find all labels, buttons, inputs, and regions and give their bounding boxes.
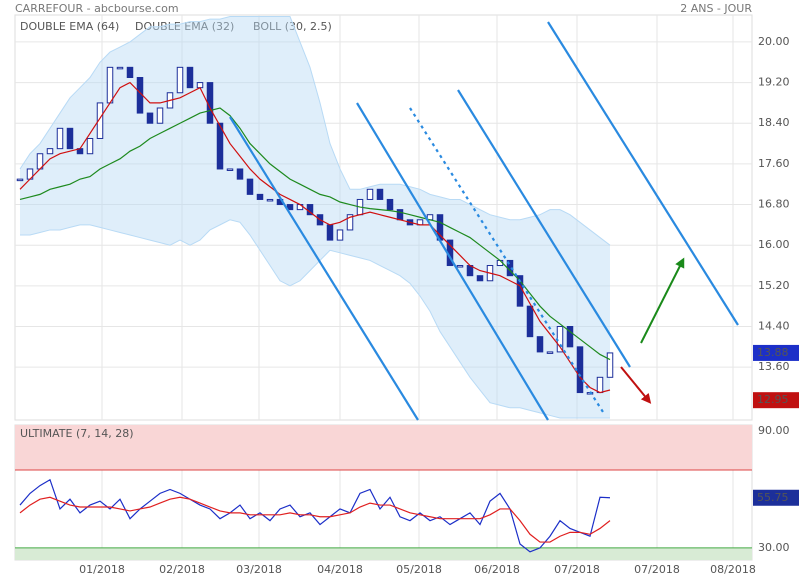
x-tick-label: 01/2018 xyxy=(79,563,125,576)
y-tick-label: 30.00 xyxy=(758,541,790,554)
candle xyxy=(256,193,264,200)
oversold-zone xyxy=(15,547,752,560)
ema-line xyxy=(19,81,611,394)
trend-line xyxy=(457,89,631,368)
trend-line xyxy=(547,21,739,326)
candle xyxy=(116,66,124,70)
candle xyxy=(216,122,224,170)
candle xyxy=(146,112,154,124)
candle xyxy=(156,107,164,124)
ema-line xyxy=(19,107,611,361)
boll-line xyxy=(20,219,610,419)
x-tick-label: 07/2018 xyxy=(634,563,680,576)
candle xyxy=(226,168,234,171)
candle xyxy=(566,325,574,348)
indicator-marker-label: 55.75 xyxy=(757,491,789,504)
y-tick-label: 14.40 xyxy=(758,319,790,332)
x-tick-label: 08/2018 xyxy=(710,563,756,576)
candle xyxy=(546,351,554,354)
overbought-zone xyxy=(15,425,752,470)
candle xyxy=(576,346,584,394)
y-tick-label: 15.20 xyxy=(758,279,790,292)
price-marker xyxy=(753,344,799,361)
candle xyxy=(66,127,74,150)
x-tick-label: 06/2018 xyxy=(474,563,520,576)
candle xyxy=(236,168,244,180)
indicator-line xyxy=(19,478,611,553)
x-tick-label: 04/2018 xyxy=(317,563,363,576)
candle xyxy=(46,148,54,155)
candle xyxy=(346,214,354,231)
trend-line xyxy=(356,102,549,421)
candle xyxy=(176,66,184,94)
legend-entry: DOUBLE EMA (64) xyxy=(20,20,119,33)
candle xyxy=(56,127,64,150)
candle xyxy=(456,265,464,268)
x-tick-label: 05/2018 xyxy=(396,563,442,576)
candle xyxy=(596,376,604,394)
candle xyxy=(386,198,394,211)
down-arrow xyxy=(620,366,652,404)
price-marker-label: 13.88 xyxy=(757,346,789,359)
candle xyxy=(326,224,334,241)
candle xyxy=(96,102,104,139)
price-marker-label: 12.95 xyxy=(757,393,789,406)
y-tick-label: 19.20 xyxy=(758,76,790,89)
y-tick-label: 16.80 xyxy=(758,198,790,211)
boll-line xyxy=(19,16,611,246)
x-tick-label: 07/2018 xyxy=(554,563,600,576)
candle xyxy=(366,188,374,200)
trend-line xyxy=(229,116,419,421)
candle xyxy=(396,209,404,221)
y-tick-label: 20.00 xyxy=(758,35,790,48)
candle xyxy=(376,188,384,200)
candle xyxy=(86,137,94,155)
indicator-marker xyxy=(753,489,799,506)
y-tick-label: 13.60 xyxy=(758,360,790,373)
candle xyxy=(16,178,24,182)
x-tick-label: 03/2018 xyxy=(236,563,282,576)
trend-lines xyxy=(229,21,739,421)
candle xyxy=(476,275,484,282)
y-tick-label: 16.00 xyxy=(758,238,790,251)
legend-entry: BOLL (30, 2.5) xyxy=(253,20,332,33)
indicator-line xyxy=(19,496,611,543)
candle xyxy=(196,82,204,89)
candle xyxy=(526,305,534,338)
boll-band xyxy=(20,16,610,418)
candle xyxy=(246,178,254,195)
x-tick-label: 02/2018 xyxy=(159,563,205,576)
candle xyxy=(266,198,274,202)
up-arrow xyxy=(640,257,685,344)
candle xyxy=(286,204,294,211)
candle xyxy=(536,336,544,353)
legend-entry: DOUBLE EMA (32) xyxy=(135,20,234,33)
indicator-title: ULTIMATE (7, 14, 28) xyxy=(20,427,134,440)
period: 2 ANS - JOUR xyxy=(680,2,752,15)
price-marker xyxy=(753,392,799,409)
title: CARREFOUR - abcbourse.com xyxy=(15,2,179,15)
y-tick-label: 18.40 xyxy=(758,116,790,129)
candle xyxy=(186,66,194,89)
y-tick-label: 90.00 xyxy=(758,424,790,437)
candle xyxy=(106,66,114,104)
candle xyxy=(126,66,134,79)
y-tick-label: 17.60 xyxy=(758,157,790,170)
candle xyxy=(336,229,344,241)
candle xyxy=(606,352,614,378)
